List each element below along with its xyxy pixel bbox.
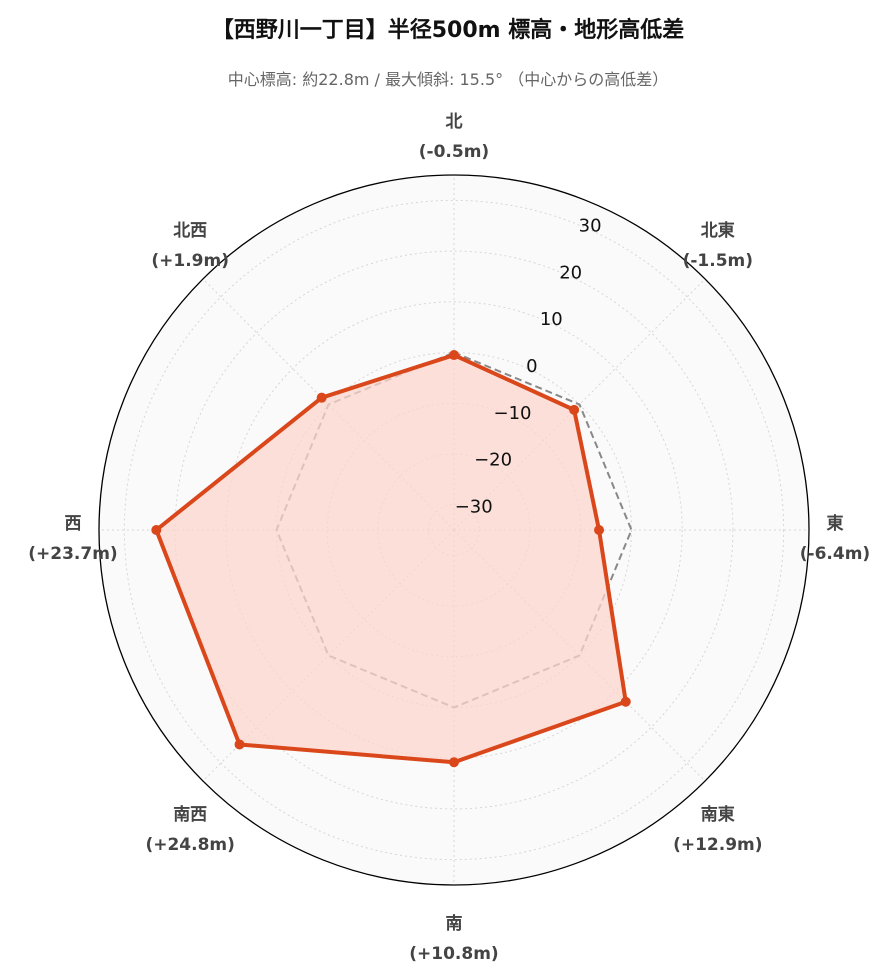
r-tick-label: −30 <box>455 497 493 518</box>
data-point <box>234 739 245 750</box>
grid-spoke <box>202 278 455 531</box>
data-point <box>449 757 459 768</box>
direction-label: 北西 <box>173 221 207 241</box>
direction-value-label: (+12.9m) <box>673 835 762 855</box>
r-tick-label: 0 <box>526 356 537 377</box>
chart-title: 【西野川一丁目】半径500m 標高・地形高低差 <box>211 18 685 43</box>
data-point <box>316 392 327 403</box>
chart-subtitle: 中心標高: 約22.8m / 最大傾斜: 15.5° （中心からの高低差） <box>227 70 669 89</box>
direction-label: 北 <box>446 112 463 132</box>
direction-value-label: (+1.9m) <box>151 251 229 271</box>
outer-ring <box>98 174 810 886</box>
direction-label: 南西 <box>173 804 207 825</box>
grid-ring <box>123 199 785 861</box>
grid-spoke <box>453 529 706 782</box>
direction-label: 北東 <box>701 220 735 241</box>
direction-value-label: (+24.8m) <box>145 835 234 855</box>
direction-label: 東 <box>827 513 844 534</box>
grid-spoke <box>453 278 706 531</box>
direction-value-label: (-1.5m) <box>683 251 753 271</box>
direction-value-label: (-0.5m) <box>419 142 489 162</box>
data-point <box>594 525 605 535</box>
series-area <box>156 355 626 763</box>
r-tick-label: −10 <box>494 403 532 424</box>
direction-value-label: (+10.8m) <box>409 944 498 962</box>
r-tick-label: 20 <box>559 262 582 283</box>
direction-label: 南東 <box>701 804 735 825</box>
direction-label: 西 <box>65 514 82 534</box>
r-tick-label: 30 <box>579 215 602 236</box>
r-tick-label: −20 <box>474 450 512 471</box>
direction-value-label: (+23.7m) <box>28 544 117 564</box>
data-point <box>449 350 459 361</box>
data-point <box>151 525 162 535</box>
r-tick-label: 10 <box>540 309 563 330</box>
data-point <box>569 404 580 415</box>
data-point <box>620 696 631 707</box>
direction-value-label: (-6.4m) <box>800 544 870 564</box>
direction-label: 南 <box>446 913 463 934</box>
